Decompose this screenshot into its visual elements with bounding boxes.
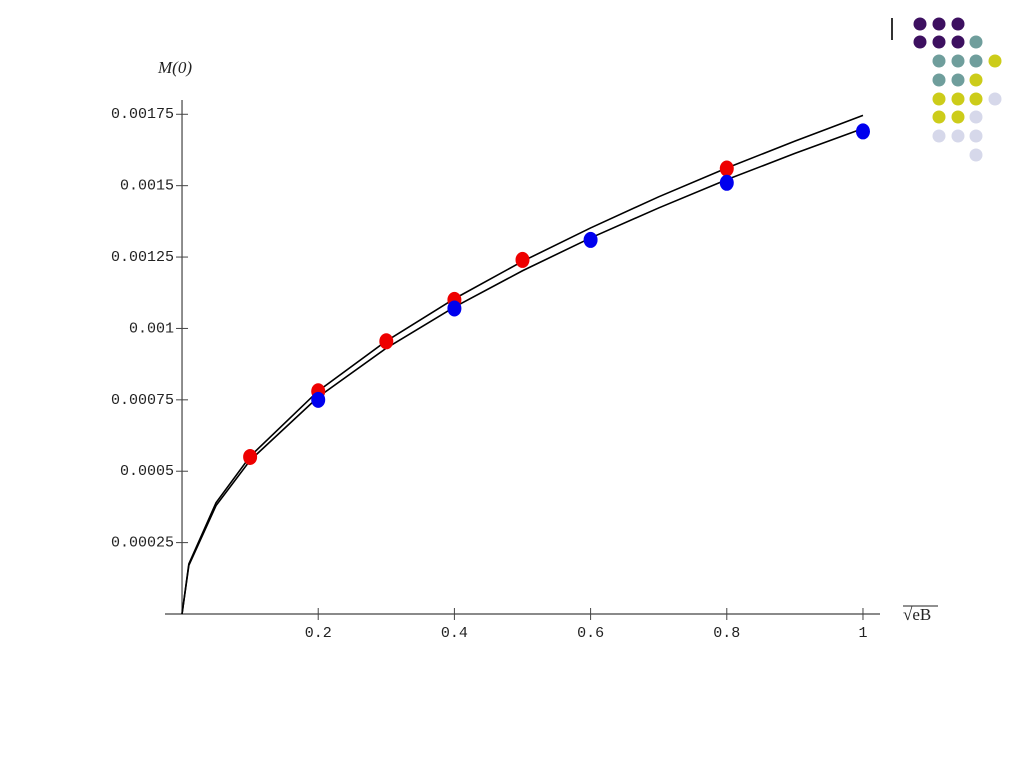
y-tick-label: 0.00025 (111, 535, 174, 552)
data-point (719, 174, 734, 191)
data-point (311, 391, 326, 408)
data-point (447, 300, 462, 317)
x-tick-label: 0.6 (577, 625, 604, 642)
x-axis-label: √eB (903, 605, 931, 624)
x-tick-label: 0.4 (441, 625, 468, 642)
x-tick-label: 0.2 (305, 625, 332, 642)
y-tick-label: 0.00075 (111, 392, 174, 409)
y-tick-label: 0.0015 (120, 178, 174, 195)
x-tick-label: 1 (858, 625, 867, 642)
data-point (719, 160, 734, 177)
y-tick-label: 0.0005 (120, 463, 174, 480)
data-point (855, 123, 870, 140)
decoration (891, 17, 1002, 162)
data-point (379, 333, 394, 350)
y-tick-label: 0.001 (129, 320, 174, 337)
y-tick-label: 0.00125 (111, 249, 174, 266)
y-axis-label: M(0) (157, 58, 192, 77)
curve (181, 114, 864, 615)
x-tick-label: 0.8 (713, 625, 740, 642)
data-point (243, 448, 258, 465)
data-point (515, 251, 530, 268)
curve (181, 127, 864, 615)
data-point (583, 231, 598, 248)
y-tick-label: 0.00175 (111, 106, 174, 123)
